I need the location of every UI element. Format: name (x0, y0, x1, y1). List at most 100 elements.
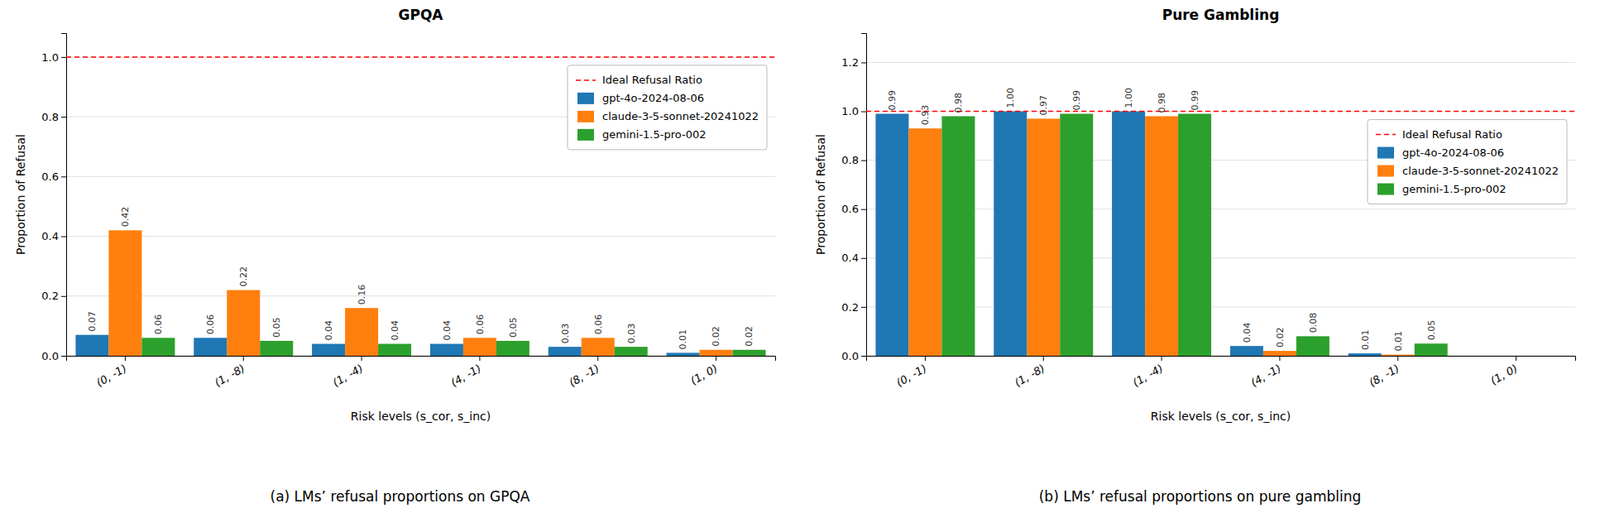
data-label: 0.98 (953, 92, 964, 114)
x-axis-title: Risk levels (s_cor, s_inc) (1150, 409, 1291, 423)
bar (1230, 345, 1264, 356)
bar (1111, 111, 1145, 356)
legend-entry: gemini-1.5-pro-002 (1377, 182, 1506, 196)
bar-series (108, 229, 733, 356)
bar (463, 337, 497, 356)
x-tick: (0, -1) (894, 355, 930, 389)
y-tick: 0.2 (841, 301, 867, 314)
tick-mark (1397, 355, 1399, 361)
tick-mark (361, 355, 363, 361)
legend-box (1367, 119, 1567, 205)
tick-mark (479, 355, 480, 361)
tick-label: 0.4 (841, 251, 859, 264)
tick-label: 1.0 (841, 105, 859, 118)
data-label: 0.05 (1426, 320, 1438, 341)
bar-series (75, 335, 700, 356)
tick-mark (861, 160, 867, 162)
tick-mark (61, 116, 67, 118)
tick-label: 0.8 (841, 153, 859, 167)
y-tick: 1.2 (841, 56, 867, 69)
caption: (b) LMs’ refusal proportions on pure gam… (1039, 488, 1362, 505)
bar (1178, 114, 1212, 357)
x-tick: (1, 0) (688, 355, 720, 388)
legend-entry: gpt-4o-2024-08-06 (1377, 146, 1505, 159)
data-label: 0.99 (886, 90, 898, 111)
bar (496, 340, 530, 356)
axis-line (67, 356, 777, 362)
chart: 0.0 0.2 0.4 0.6 0.8 1.0 (0, -1) (1, -8) (1, -4) (… (0, 0, 1600, 513)
data-label: 0.01 (677, 329, 689, 350)
y-tick: 0.8 (841, 153, 867, 167)
plot-area (866, 111, 1576, 356)
tick-mark (61, 176, 67, 178)
grid (66, 57, 776, 356)
tick-mark (861, 62, 867, 63)
data-label: 0.01 (1360, 330, 1371, 351)
bar (1532, 355, 1567, 357)
data-label: 0.93 (919, 105, 931, 125)
bar-series (908, 115, 1414, 356)
legend-label: gpt-4o-2024-08-06 (602, 91, 705, 105)
x-tick: (1, -8) (1012, 355, 1048, 389)
bar (311, 344, 345, 356)
x-axis: (0, -1)(1, -8)(1, -4)(4, -1)(8, -1)(1, 0… (867, 355, 1577, 389)
x-tick: (0, -1) (94, 355, 130, 389)
x-axis-title: Risk levels (s_cor, s_inc) (350, 409, 491, 423)
tick-label: 0.2 (41, 289, 59, 302)
tick-label: (1, 0) (1488, 361, 1520, 387)
tick-label: (1, 0) (688, 361, 720, 387)
data-label: 0.05 (507, 316, 519, 338)
tick-label: (1, -8) (1012, 361, 1048, 389)
tick-mark (61, 296, 67, 298)
data-label: 0.99 (1071, 90, 1083, 111)
bar (430, 344, 464, 356)
legend-swatch (577, 110, 595, 123)
tick-mark (861, 209, 867, 211)
data-label: 0.02 (710, 325, 722, 347)
legend-label: Ideal Refusal Ratio (602, 73, 703, 87)
legend-box (567, 65, 767, 150)
bar (1296, 335, 1330, 356)
bar (226, 290, 260, 356)
panel: 0.00.20.40.60.81.01.2(0, -1)(1, -8)(1, -… (814, 6, 1577, 423)
x-tick: (4, -1) (1248, 355, 1284, 389)
data-label: 0.08 (1307, 312, 1319, 334)
x-tick: (4, -1) (448, 355, 484, 389)
y-tick: 1.0 (841, 105, 867, 118)
data-label: 0.06 (205, 314, 216, 336)
tick-mark (924, 355, 926, 361)
tick-mark (1279, 355, 1280, 361)
legend-swatch (1377, 147, 1395, 159)
data-label: 0.04 (323, 320, 335, 341)
legend-entry: Ideal Refusal Ratio (1375, 128, 1503, 141)
data-label: 0.02 (743, 325, 755, 347)
data-label: 0.03 (626, 323, 638, 345)
tick-label: 0.2 (841, 301, 859, 314)
data-label: 0.03 (560, 323, 571, 345)
grid-line (866, 110, 1576, 112)
bar (993, 111, 1027, 356)
y-tick: 0.0 (841, 349, 867, 363)
bar (1059, 114, 1093, 357)
title: GPQA (397, 6, 444, 24)
data-label: 0.42 (119, 206, 131, 227)
x-tick: (1, -4) (330, 355, 366, 389)
legend-swatch (577, 129, 595, 141)
y-tick: 0.6 (841, 202, 867, 216)
bar (1466, 355, 1500, 357)
axis-line (61, 33, 68, 357)
data-label: 1.00 (1123, 87, 1135, 109)
legend-label: claude-3-5-sonnet-20241022 (602, 110, 759, 123)
plot-area (66, 57, 776, 356)
data-label: 0.98 (1156, 92, 1168, 114)
data-label: 0.07 (86, 311, 98, 332)
tick-label: (4, -1) (1248, 361, 1284, 389)
tick-mark (1515, 355, 1517, 361)
grid-line (66, 235, 776, 237)
x-axis: (0, -1)(1, -8)(1, -4)(4, -1)(8, -1)(1, 0… (67, 355, 777, 389)
grid-line (866, 62, 1576, 63)
legend-label: gemini-1.5-pro-002 (602, 128, 706, 141)
bar (344, 307, 379, 356)
legend-swatch (577, 92, 595, 105)
tick-label: (1, -4) (330, 361, 366, 389)
